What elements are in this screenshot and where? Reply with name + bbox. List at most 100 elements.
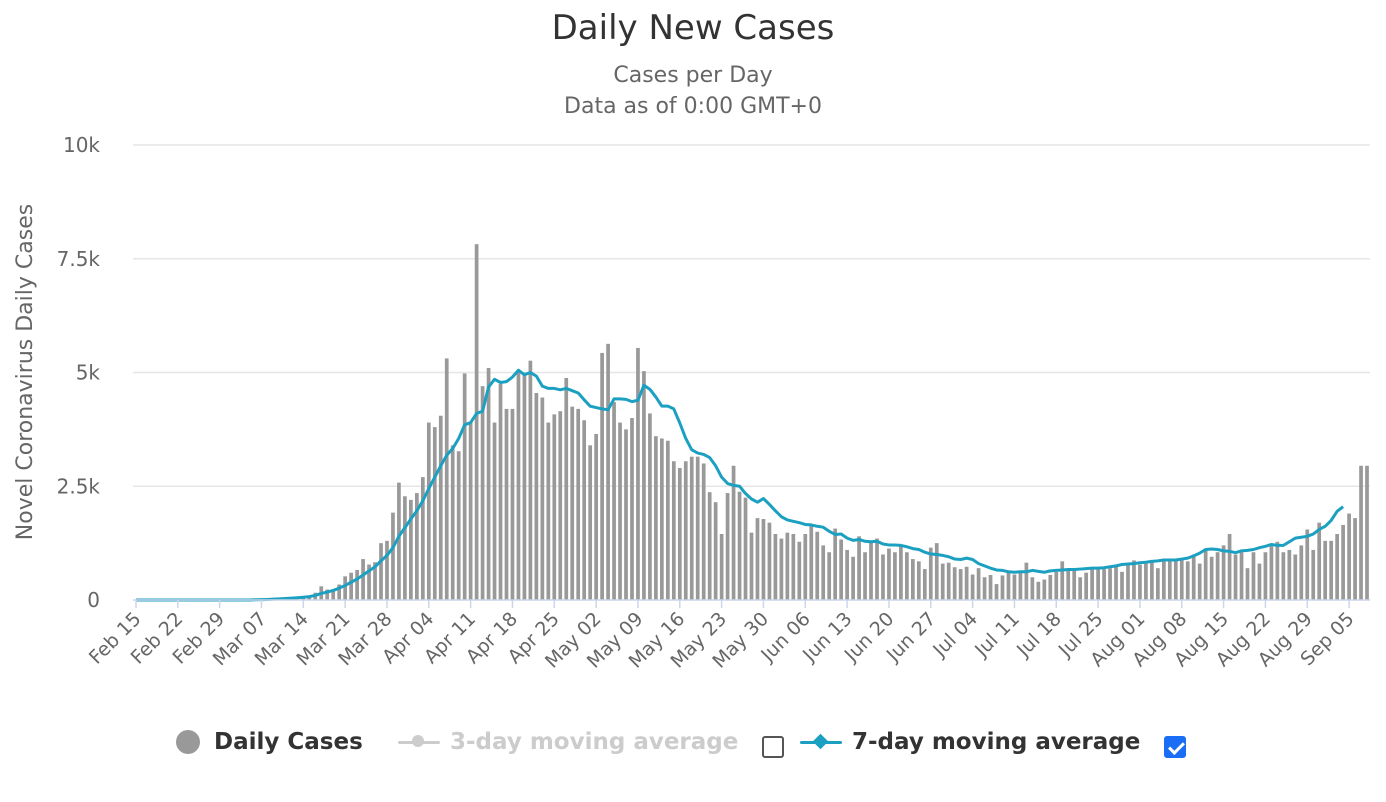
ma7-checkbox[interactable] [1164, 736, 1186, 758]
daily-cases-bar[interactable] [863, 552, 867, 600]
daily-cases-bar[interactable] [881, 554, 885, 601]
daily-cases-bar[interactable] [1311, 549, 1316, 600]
daily-cases-bar[interactable] [857, 536, 861, 600]
daily-cases-bar[interactable] [1114, 565, 1118, 601]
daily-cases-bar[interactable] [755, 518, 760, 600]
daily-cases-bar[interactable] [618, 422, 622, 600]
daily-cases-bar[interactable] [839, 539, 843, 600]
daily-cases-bar[interactable] [964, 566, 969, 600]
daily-cases-bar[interactable] [833, 528, 838, 600]
daily-cases-bar[interactable] [1299, 545, 1304, 600]
daily-cases-bar[interactable] [624, 429, 628, 601]
daily-cases-bar[interactable] [546, 422, 551, 600]
daily-cases-bar[interactable] [516, 370, 521, 600]
daily-cases-bar[interactable] [1275, 541, 1280, 600]
daily-cases-bar[interactable] [1048, 574, 1053, 600]
daily-cases-bar[interactable] [420, 477, 425, 600]
daily-cases-bar[interactable] [701, 463, 706, 601]
daily-cases-bar[interactable] [749, 532, 754, 600]
daily-cases-bar[interactable] [1138, 564, 1142, 600]
daily-cases-bar[interactable] [958, 569, 963, 600]
daily-cases-bar[interactable] [564, 377, 569, 600]
daily-cases-bar[interactable] [988, 574, 993, 600]
daily-cases-bar[interactable] [1233, 554, 1238, 601]
daily-cases-bar[interactable] [373, 562, 377, 600]
daily-cases-bar[interactable] [570, 406, 575, 601]
daily-cases-bar[interactable] [361, 559, 365, 600]
daily-cases-bar[interactable] [1317, 522, 1322, 600]
daily-cases-bar[interactable] [982, 577, 987, 600]
daily-cases-bar[interactable] [409, 499, 413, 600]
daily-cases-bar[interactable] [970, 574, 975, 600]
daily-cases-bar[interactable] [1281, 552, 1286, 600]
daily-cases-bar[interactable] [665, 440, 670, 600]
daily-cases-bar[interactable] [767, 522, 772, 600]
daily-cases-bar[interactable] [1359, 465, 1363, 600]
daily-cases-bar[interactable] [1066, 570, 1071, 600]
daily-cases-bar[interactable] [1239, 552, 1244, 600]
daily-cases-bar[interactable] [1185, 561, 1190, 600]
daily-cases-bar[interactable] [594, 433, 598, 600]
daily-cases-bar[interactable] [612, 402, 616, 600]
daily-cases-bar[interactable] [916, 561, 921, 600]
daily-cases-bar[interactable] [940, 563, 945, 600]
daily-cases-bar[interactable] [456, 451, 461, 600]
daily-cases-bar[interactable] [660, 438, 664, 600]
daily-cases-bar[interactable] [1024, 562, 1029, 600]
daily-cases-bar[interactable] [785, 532, 790, 600]
daily-cases-bar[interactable] [887, 548, 891, 600]
daily-cases-bar[interactable] [677, 468, 682, 600]
daily-cases-bar[interactable] [355, 569, 359, 600]
daily-cases-bar[interactable] [821, 545, 826, 600]
daily-cases-bar[interactable] [683, 461, 688, 600]
daily-cases-bar[interactable] [934, 543, 939, 601]
daily-cases-bar[interactable] [379, 543, 383, 601]
daily-cases-bar[interactable] [791, 534, 796, 600]
daily-cases-bar[interactable] [1179, 559, 1184, 600]
legend-item-daily-cases[interactable]: Daily Cases [176, 722, 363, 762]
daily-cases-bar[interactable] [946, 562, 951, 600]
daily-cases-bar[interactable] [1150, 559, 1154, 600]
daily-cases-bar[interactable] [1263, 552, 1268, 600]
daily-cases-bar[interactable] [1054, 571, 1059, 600]
daily-cases-bar[interactable] [510, 408, 515, 600]
daily-cases-bar[interactable] [636, 347, 640, 600]
daily-cases-bar[interactable] [851, 556, 855, 600]
daily-cases-bar[interactable] [1012, 574, 1017, 600]
daily-cases-bar[interactable] [695, 456, 700, 600]
daily-cases-bar[interactable] [1251, 552, 1256, 600]
daily-cases-bar[interactable] [1209, 556, 1214, 600]
daily-cases-bar[interactable] [713, 502, 718, 600]
daily-cases-bar[interactable] [1161, 559, 1166, 600]
daily-cases-bar[interactable] [803, 534, 808, 600]
daily-cases-bar[interactable] [588, 445, 593, 600]
daily-cases-bar[interactable] [391, 512, 395, 600]
daily-cases-bar[interactable] [1120, 571, 1124, 600]
daily-cases-bar[interactable] [1126, 563, 1130, 600]
daily-cases-bar[interactable] [403, 496, 407, 600]
daily-cases-bar[interactable] [1060, 561, 1065, 600]
daily-cases-bar[interactable] [600, 352, 604, 600]
daily-cases-bar[interactable] [689, 456, 694, 600]
daily-cases-bar[interactable] [1269, 545, 1274, 600]
daily-cases-bar[interactable] [1221, 545, 1226, 600]
daily-cases-bar[interactable] [486, 367, 491, 600]
daily-cases-bar[interactable] [1173, 559, 1178, 600]
daily-cases-bar[interactable] [737, 491, 742, 600]
daily-cases-bar[interactable] [922, 569, 927, 600]
daily-cases-bar[interactable] [576, 408, 581, 600]
daily-cases-bar[interactable] [480, 386, 485, 600]
daily-cases-bar[interactable] [558, 411, 563, 600]
daily-cases-bar[interactable] [899, 545, 903, 600]
daily-cases-bar[interactable] [1156, 568, 1160, 600]
daily-cases-bar[interactable] [1144, 563, 1148, 600]
daily-cases-bar[interactable] [761, 519, 766, 600]
daily-cases-bar[interactable] [648, 413, 652, 600]
daily-cases-bar[interactable] [474, 244, 479, 600]
daily-cases-bar[interactable] [498, 383, 503, 601]
ma3-checkbox[interactable] [762, 736, 784, 758]
daily-cases-bar[interactable] [426, 422, 431, 600]
daily-cases-bar[interactable] [905, 552, 909, 600]
daily-cases-bar[interactable] [654, 436, 658, 600]
daily-cases-bar[interactable] [1000, 575, 1005, 600]
